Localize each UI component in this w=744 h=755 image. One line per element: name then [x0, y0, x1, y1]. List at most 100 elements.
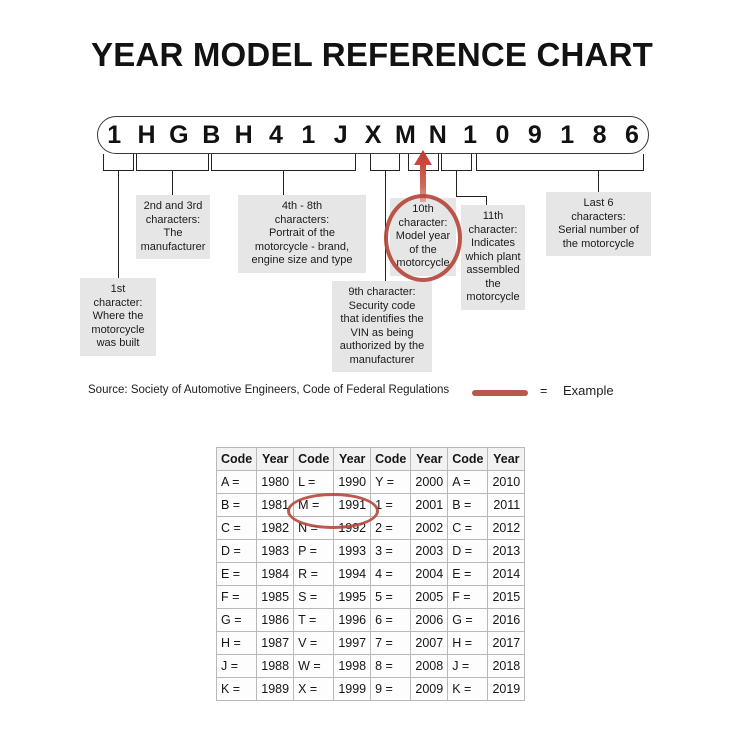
callout-line: 9th character:	[348, 286, 416, 298]
table-header-cell: Year	[487, 447, 526, 471]
table-cell-code: F =	[215, 585, 258, 609]
table-cell-year: 2011	[487, 493, 526, 517]
table-cell-code: S =	[293, 585, 335, 609]
legend-label: Example	[563, 383, 614, 398]
table-cell-year: 2003	[410, 539, 449, 563]
leader-chars-2-3	[172, 171, 173, 195]
callout-line: 2nd and 3rd	[143, 200, 203, 212]
callout-line: characters:	[571, 210, 626, 223]
table-header-row: Code Year Code Year Code Year Code Year	[215, 447, 526, 471]
table-cell-code: Y =	[370, 470, 412, 494]
table-cell-year: 2013	[487, 539, 526, 563]
table-header-cell: Code	[370, 447, 412, 471]
table-cell-code: 7 =	[370, 631, 412, 655]
table-cell-code: M =	[293, 493, 335, 517]
callout-line: engine size and type	[251, 254, 353, 266]
table-cell-year: 2002	[410, 516, 449, 540]
bracket-char-1	[103, 154, 134, 171]
callout-line: characters:	[274, 213, 330, 226]
callout-line: Serial number of	[558, 224, 639, 236]
table-cell-year: 1986	[256, 608, 295, 632]
vin-char-1: 1	[107, 120, 122, 149]
table-cell-code: K =	[447, 677, 489, 701]
table-cell-code: A =	[447, 470, 489, 494]
leader-char-11-c	[486, 196, 487, 206]
table-cell-code: 5 =	[370, 585, 412, 609]
vin-char-3: G	[169, 120, 189, 149]
table-cell-code: X =	[293, 677, 335, 701]
bracket-chars-2-3	[136, 154, 209, 171]
table-row: J = 1988 W = 1998 8 = 2008 J = 2018	[215, 654, 526, 678]
table-cell-year: 1999	[333, 677, 372, 701]
vin-char-9: X	[364, 120, 382, 149]
bracket-chars-4-8	[211, 154, 356, 171]
table-cell-code: H =	[447, 631, 489, 655]
bracket-char-11	[441, 154, 472, 171]
callout-line: assembled	[466, 264, 520, 276]
table-cell-year: 1985	[256, 585, 295, 609]
callout-line: VIN as being	[350, 326, 414, 339]
table-cell-year: 1997	[333, 631, 372, 655]
table-cell-year: 2012	[487, 516, 526, 540]
table-cell-year: 1987	[256, 631, 295, 655]
table-cell-year: 1998	[333, 654, 372, 678]
table-cell-year: 1988	[256, 654, 295, 678]
table-cell-code: B =	[447, 493, 489, 517]
callout-char-11: 11th character: Indicates which plant assemb…	[461, 205, 525, 310]
table-cell-code: 6 =	[370, 608, 412, 632]
leader-char-1	[118, 171, 119, 278]
vin-char-8: J	[333, 120, 348, 149]
table-cell-year: 1984	[256, 562, 295, 586]
page-title: YEAR MODEL REFERENCE CHART	[91, 36, 653, 73]
callout-last-6: Last 6 characters: Serial number of the mot…	[546, 192, 651, 256]
table-cell-code: N =	[293, 516, 335, 540]
table-header-cell: Code	[447, 447, 489, 471]
vin-char-14: 9	[527, 120, 542, 149]
table-cell-code: 8 =	[370, 654, 412, 678]
callout-chars-4-8: 4th - 8th characters: Portrait of the motor…	[238, 195, 366, 273]
table-cell-year: 1991	[333, 493, 372, 517]
table-cell-year: 2008	[410, 654, 449, 678]
callout-line: Indicates	[470, 237, 516, 249]
callout-line: 1st	[110, 283, 126, 295]
legend-equals: =	[540, 384, 548, 398]
table-header-cell: Year	[333, 447, 372, 471]
table-cell-code: E =	[215, 562, 258, 586]
callout-chars-2-3: 2nd and 3rd characters: The manufacturer	[136, 195, 210, 259]
table-cell-year: 1983	[256, 539, 295, 563]
table-cell-year: 1981	[256, 493, 295, 517]
table-row: H = 1987 V = 1997 7 = 2007 H = 2017	[215, 631, 526, 655]
table-header-cell: Year	[256, 447, 295, 471]
table-cell-year: 2001	[410, 493, 449, 517]
callout-line: Security code	[348, 299, 416, 312]
highlight-circle-10th-char	[384, 194, 462, 282]
bracket-last-6	[476, 154, 644, 171]
table-cell-year: 2019	[487, 677, 526, 701]
table-header-cell: Year	[410, 447, 449, 471]
table-cell-year: 2004	[410, 562, 449, 586]
red-arrow-icon	[413, 150, 433, 202]
table-cell-code: R =	[293, 562, 335, 586]
table-cell-code: P =	[293, 539, 335, 563]
table-cell-code: A =	[215, 470, 258, 494]
callout-line: was built	[96, 337, 140, 349]
table-cell-year: 1996	[333, 608, 372, 632]
callout-line: character:	[93, 296, 143, 309]
vin-char-5: H	[234, 120, 253, 149]
code-year-table: Code Year Code Year Code Year Code Year A = 1980…	[215, 447, 526, 701]
callout-line: the	[485, 277, 501, 290]
leader-char-11-a	[456, 171, 457, 196]
table-cell-code: 4 =	[370, 562, 412, 586]
table-row: E = 1984 R = 1994 4 = 2004 E = 2014	[215, 562, 526, 586]
table-cell-code: L =	[293, 470, 335, 494]
table-cell-year: 2000	[410, 470, 449, 494]
table-cell-code: 2 =	[370, 516, 412, 540]
callout-line: motorcycle	[466, 291, 520, 303]
leader-last-6	[598, 171, 599, 192]
table-cell-year: 1994	[333, 562, 372, 586]
table-cell-year: 1995	[333, 585, 372, 609]
vin-char-6: 4	[269, 120, 283, 149]
table-cell-year: 2005	[410, 585, 449, 609]
vin-char-4: B	[202, 120, 221, 149]
